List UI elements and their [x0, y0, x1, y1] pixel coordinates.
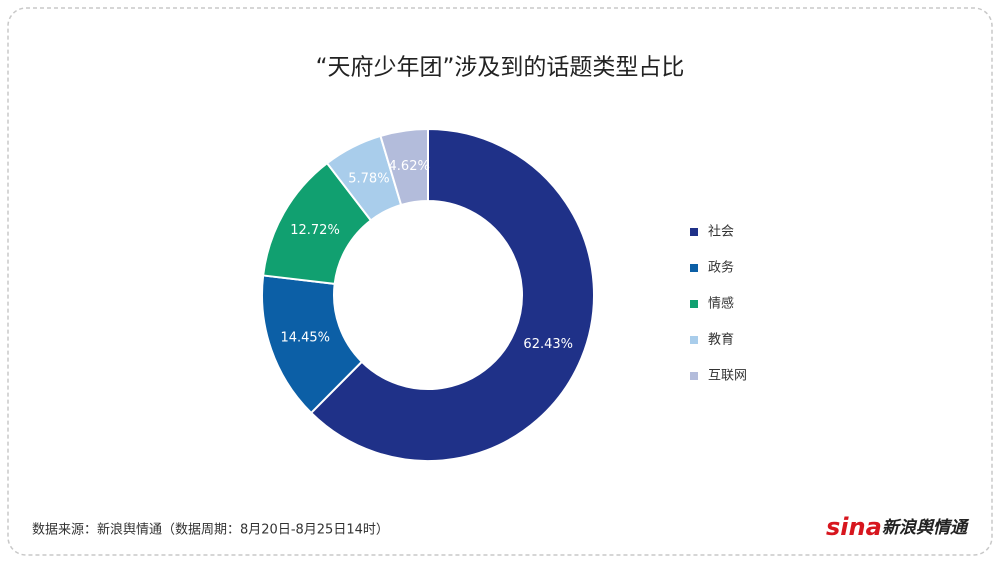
legend-swatch [690, 228, 698, 236]
legend-swatch [690, 336, 698, 344]
legend-swatch [690, 372, 698, 380]
legend-label: 教育 [708, 332, 734, 348]
data-label: 12.72% [290, 223, 340, 238]
data-label: 14.45% [280, 330, 330, 345]
data-label: 4.62% [389, 159, 430, 174]
legend-label: 政务 [708, 260, 734, 276]
legend-swatch [690, 300, 698, 308]
frame [7, 7, 993, 556]
donut-slice [309, 127, 595, 462]
source-note: 数据来源：新浪舆情通（数据周期：8月20日-8月25日14时） [32, 522, 389, 538]
logo-text: 新浪舆情通 [882, 518, 970, 538]
legend-label: 社会 [708, 224, 734, 240]
chart-title: “天府少年团”涉及到的话题类型占比 [316, 55, 685, 81]
data-label: 62.43% [523, 337, 573, 352]
data-label: 5.78% [348, 172, 389, 187]
legend-label: 情感 [708, 296, 734, 312]
legend-label: 互联网 [708, 369, 747, 384]
donut-slice [379, 127, 429, 207]
logo-brand: sina [826, 513, 882, 541]
legend-swatch [690, 264, 698, 272]
